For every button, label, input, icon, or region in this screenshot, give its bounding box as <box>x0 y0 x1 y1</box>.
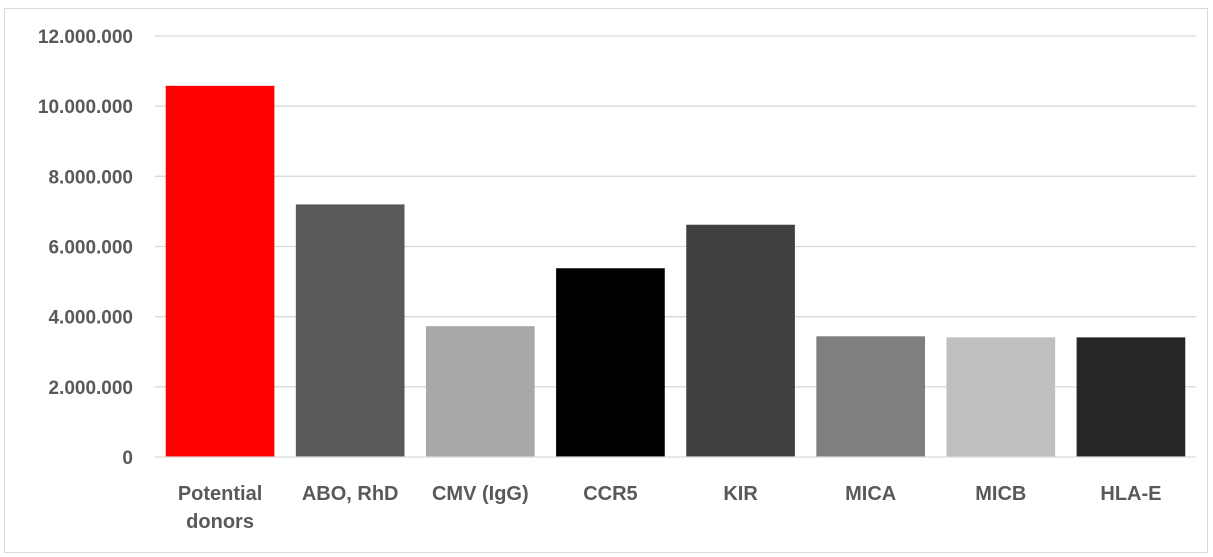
x-category-label: CCR5 <box>583 483 637 505</box>
x-category-label: CMV (IgG) <box>432 483 529 505</box>
x-category-label: KIR <box>723 483 758 505</box>
x-category-label: Potential <box>178 483 262 505</box>
bar <box>295 204 405 457</box>
x-axis-category-labels: Potential donors ABO, RhD CMV (IgG) CCR5 KIR M… <box>178 483 1162 533</box>
bar <box>556 268 665 457</box>
bar <box>165 85 275 458</box>
bar <box>686 224 795 457</box>
y-tick-label: 6.000.000 <box>48 238 133 259</box>
x-category-label: MICA <box>845 483 896 505</box>
bars <box>165 85 1186 458</box>
y-tick-label: 12.000.000 <box>38 27 133 48</box>
x-category-label: ABO, RhD <box>302 483 399 505</box>
bar <box>946 337 1056 457</box>
bar <box>1076 337 1186 457</box>
bar <box>816 336 926 457</box>
y-tick-label: 4.000.000 <box>48 308 133 329</box>
x-category-label: HLA-E <box>1100 483 1161 505</box>
y-axis-tick-labels: 0 2.000.000 4.000.000 6.000.000 8.000.000 10.… <box>38 27 133 469</box>
bar <box>425 326 535 457</box>
y-tick-label: 2.000.000 <box>48 378 133 399</box>
x-category-label: MICB <box>975 483 1026 505</box>
y-tick-label: 10.000.000 <box>38 97 133 118</box>
y-tick-label: 8.000.000 <box>48 167 133 188</box>
x-category-label: donors <box>186 511 254 533</box>
y-tick-label: 0 <box>122 448 133 469</box>
